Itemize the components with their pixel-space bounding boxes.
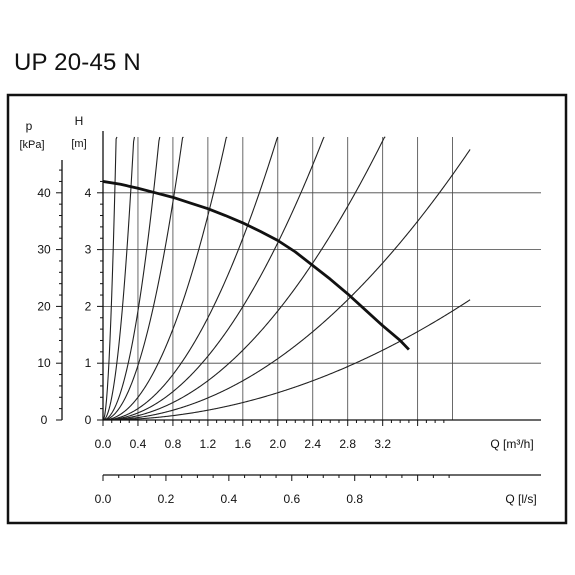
system-curves xyxy=(102,136,471,421)
head-tick-label: 3 xyxy=(85,243,92,257)
system-curve xyxy=(102,136,118,421)
flow-ls-tick-label: 0.0 xyxy=(95,492,112,506)
pressure-tick-label: 10 xyxy=(37,356,51,370)
system-curve xyxy=(103,136,325,421)
head-tick-label: 4 xyxy=(85,186,92,200)
flow-tick-label: 2.8 xyxy=(339,437,356,451)
flow-tick-label: 3.2 xyxy=(374,437,391,451)
flow-tick-label: 0.4 xyxy=(130,437,147,451)
pressure-tick-label: 20 xyxy=(37,299,51,313)
head-axis-label: H xyxy=(75,114,84,128)
flow-tick-label: 1.2 xyxy=(200,437,217,451)
flow-tick-label: 0.0 xyxy=(95,437,112,451)
pump-curve-group xyxy=(102,180,410,351)
flow-tick-label: 2.0 xyxy=(269,437,286,451)
system-curve xyxy=(102,136,161,421)
chart-title: UP 20-45 N xyxy=(14,49,141,76)
pressure-tick-label: 30 xyxy=(37,243,51,257)
axes xyxy=(56,131,541,481)
system-curve xyxy=(102,136,228,421)
head-tick-label: 1 xyxy=(85,356,92,370)
flow-tick-label: 0.8 xyxy=(165,437,182,451)
pressure-tick-label: 0 xyxy=(41,413,48,427)
axis-labels: 0 10 20 30 40 p [kPa] 0 1 2 3 4 H [m] 0.0 0.4 0.8 1.2 1.6 2… xyxy=(19,114,536,506)
system-curve xyxy=(103,136,386,421)
head-axis-unit: [m] xyxy=(71,138,86,150)
flow-tick-label: 2.4 xyxy=(304,437,321,451)
flow-ls-tick-label: 0.2 xyxy=(158,492,175,506)
pressure-tick-label: 40 xyxy=(37,186,51,200)
system-curve xyxy=(102,136,136,421)
flow-ls-tick-label: 0.4 xyxy=(221,492,238,506)
flow-ls-axis-label: Q [l/s] xyxy=(505,492,536,506)
system-curve xyxy=(103,149,471,421)
pressure-axis-unit: [kPa] xyxy=(19,139,44,151)
flow-axis-label: Q [m³/h] xyxy=(490,437,533,451)
grid xyxy=(103,137,541,420)
pressure-axis-label: p xyxy=(26,119,33,133)
system-curve xyxy=(102,136,279,421)
flow-ls-tick-label: 0.6 xyxy=(283,492,300,506)
pump-curve xyxy=(102,180,410,351)
flow-tick-label: 1.6 xyxy=(234,437,251,451)
head-tick-label: 2 xyxy=(85,299,92,313)
head-tick-label: 0 xyxy=(85,413,92,427)
system-curve xyxy=(102,136,184,421)
flow-ls-tick-label: 0.8 xyxy=(346,492,363,506)
chart-frame xyxy=(6,93,568,525)
system-curve xyxy=(103,299,471,421)
